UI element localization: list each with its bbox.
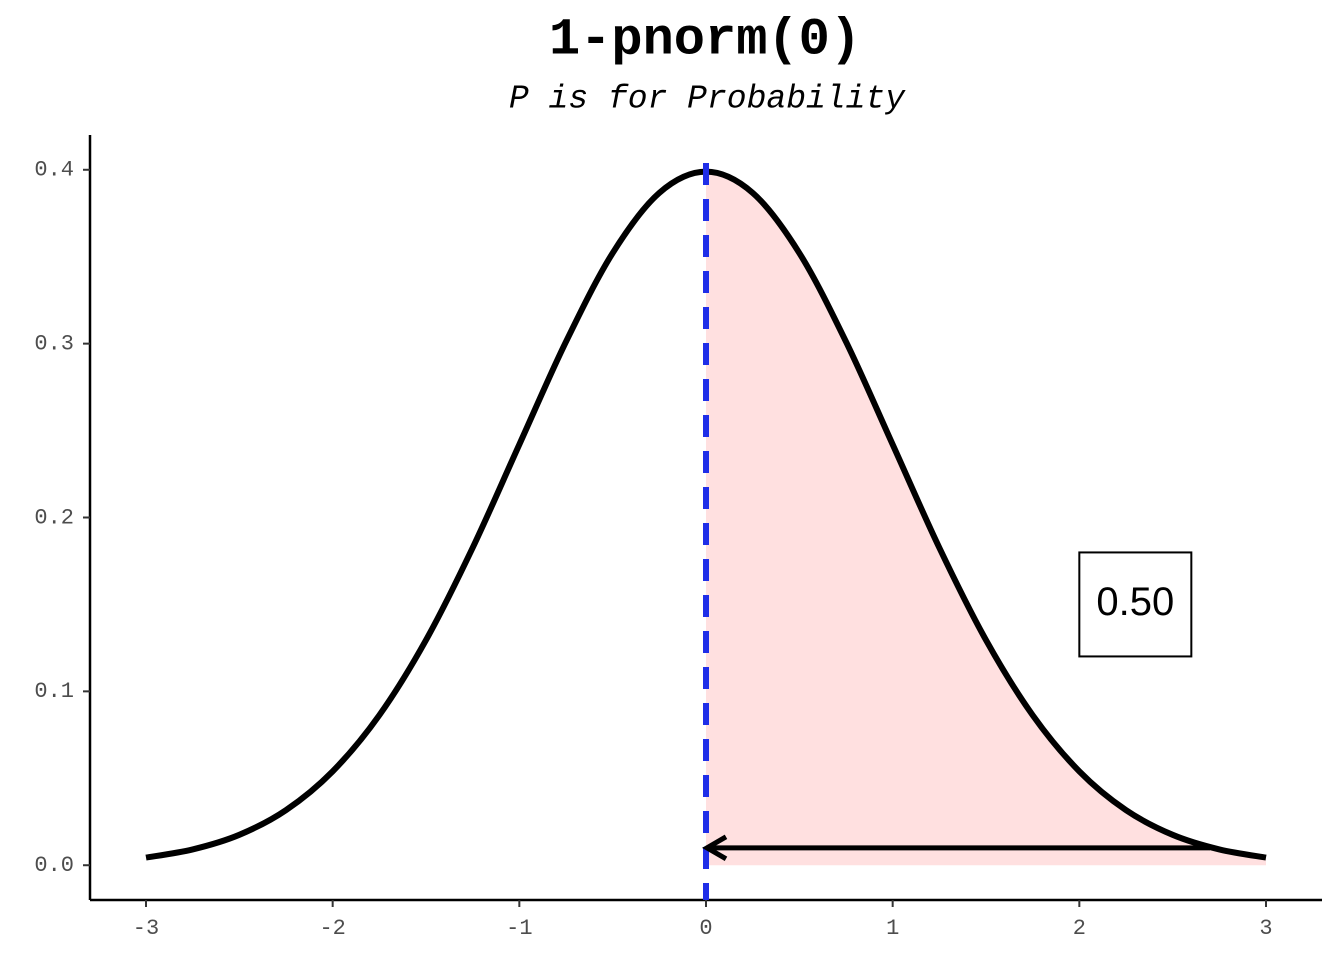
annotation-box	[1078, 551, 1193, 658]
x-tick-label: -1	[506, 916, 532, 941]
x-tick-label: 1	[886, 916, 899, 941]
x-tick-label: 2	[1073, 916, 1086, 941]
chart-subtitle: P is for Probability	[509, 81, 906, 118]
annotation-label: 0.50	[1096, 580, 1174, 624]
shaded-area	[706, 171, 1266, 866]
x-tick-label: -2	[319, 916, 345, 941]
y-tick-label: 0.2	[34, 505, 74, 530]
y-tick-label: 0.1	[34, 679, 74, 704]
y-tick-label: 0.3	[34, 331, 74, 356]
x-tick-label: 3	[1259, 916, 1272, 941]
y-tick-label: 0.4	[34, 158, 74, 183]
chart-title: 1-pnorm(0)	[549, 11, 861, 70]
x-tick-label: -3	[133, 916, 159, 941]
arrow-head	[702, 834, 728, 862]
x-tick-label: 0	[699, 916, 712, 941]
y-tick-label: 0.0	[34, 853, 74, 878]
